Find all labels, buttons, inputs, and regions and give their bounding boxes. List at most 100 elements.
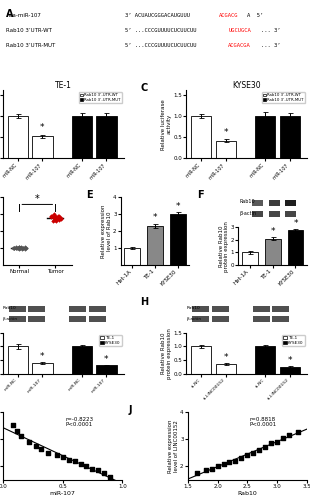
Point (72, 457, 77, 465)
Bar (193, 306, 209, 312)
Point (23, 244, 28, 252)
Bar (193, 316, 209, 322)
Text: *: * (287, 356, 292, 365)
Point (11, 244, 16, 252)
Point (51, 213, 55, 221)
Point (10, 422, 15, 430)
Bar (242, 252, 258, 265)
Point (275, 438, 280, 446)
Point (78, 460, 83, 468)
Legend: Rab10 3’-UTR-WT, Rab10 3’-UTR-MUT: Rab10 3’-UTR-WT, Rab10 3’-UTR-MUT (79, 92, 122, 104)
Bar (170, 214, 186, 265)
Text: 3’ ACUAUCGGGACAUGUUU: 3’ ACUAUCGGGACAUGUUU (125, 13, 190, 18)
Point (34, 442, 39, 450)
Point (57, 214, 62, 222)
Legend: TE-1, KYSE30: TE-1, KYSE30 (99, 335, 122, 346)
Text: *: * (153, 214, 157, 222)
Point (13, 244, 18, 252)
Y-axis label: Relative Rab10
protein expression: Relative Rab10 protein expression (219, 220, 229, 272)
Bar (285, 200, 296, 206)
Bar (216, 364, 236, 374)
Text: ... 3’: ... 3’ (261, 43, 281, 48)
Bar (69, 316, 86, 322)
Text: E: E (86, 190, 93, 200)
Text: *: * (175, 202, 180, 210)
Bar (96, 116, 117, 158)
Text: *: * (224, 128, 228, 136)
Text: F: F (197, 190, 204, 200)
Point (15, 427, 20, 435)
Bar (72, 116, 92, 158)
Text: Rab10 3’UTR-WT: Rab10 3’UTR-WT (6, 28, 52, 32)
X-axis label: miR-107: miR-107 (50, 490, 76, 496)
Bar (268, 200, 280, 206)
Text: *: * (270, 226, 275, 235)
Point (11, 244, 16, 252)
Bar (9, 306, 26, 312)
Legend: TE-1, KYSE30: TE-1, KYSE30 (282, 335, 305, 346)
Text: UGCUGCA: UGCUGCA (228, 28, 251, 32)
Text: *: * (293, 218, 298, 228)
Bar (191, 116, 211, 158)
Title: TE-1: TE-1 (55, 80, 72, 90)
Point (58, 215, 63, 223)
Point (21, 244, 26, 252)
Point (51, 210, 56, 218)
Point (227, 458, 232, 466)
Legend: Rab10 3’-UTR-WT, Rab10 3’-UTR-MUT: Rab10 3’-UTR-WT, Rab10 3’-UTR-MUT (262, 92, 305, 104)
Point (53, 216, 58, 224)
Point (56, 216, 61, 224)
Point (209, 465, 214, 473)
Text: ACGACGA: ACGACGA (228, 43, 251, 48)
Point (20, 244, 25, 252)
Bar (272, 316, 289, 322)
Point (52, 216, 57, 224)
Point (233, 457, 238, 465)
Bar (252, 200, 263, 206)
Point (20, 244, 25, 252)
Bar (280, 367, 300, 374)
Text: ACGACG: ACGACG (219, 13, 238, 18)
Point (60, 453, 65, 461)
Text: ... 3’: ... 3’ (261, 28, 281, 32)
Bar (89, 306, 106, 312)
Point (251, 448, 256, 456)
Bar (255, 346, 275, 374)
Bar (285, 210, 296, 217)
Point (295, 428, 300, 436)
Point (54, 452, 59, 460)
Text: J: J (128, 405, 132, 415)
Point (51, 216, 56, 224)
Bar (212, 306, 228, 312)
Point (16, 243, 21, 251)
Point (13, 244, 18, 252)
Point (96, 466, 101, 474)
Bar (124, 248, 140, 265)
Text: 5’ ...CCCGUUUUCUCUUCUU: 5’ ...CCCGUUUUCUCUUCUU (125, 43, 196, 48)
Point (17, 244, 22, 252)
Point (39, 444, 44, 452)
Point (22, 244, 27, 252)
Point (11, 244, 16, 252)
Point (263, 444, 268, 452)
Bar (96, 366, 117, 374)
Point (239, 454, 244, 462)
Point (54, 215, 59, 223)
Point (281, 434, 286, 442)
Text: Rab10 3’UTR-MUT: Rab10 3’UTR-MUT (6, 43, 55, 48)
Point (49, 212, 54, 220)
Y-axis label: Relative luciferase
activity: Relative luciferase activity (161, 99, 172, 150)
Bar (147, 226, 163, 265)
Text: 5’ ...CCCGUUUUCUCUUCUU: 5’ ...CCCGUUUUCUCUUCUU (125, 28, 196, 32)
Point (14, 243, 19, 251)
Point (221, 460, 226, 468)
Point (17, 244, 22, 252)
Point (102, 469, 107, 477)
Point (52, 215, 57, 223)
Text: *: * (224, 353, 228, 362)
Bar (8, 346, 28, 374)
Bar (280, 116, 300, 158)
Point (52, 216, 57, 224)
Text: hsa-miR-107: hsa-miR-107 (6, 13, 41, 18)
Point (56, 212, 61, 220)
